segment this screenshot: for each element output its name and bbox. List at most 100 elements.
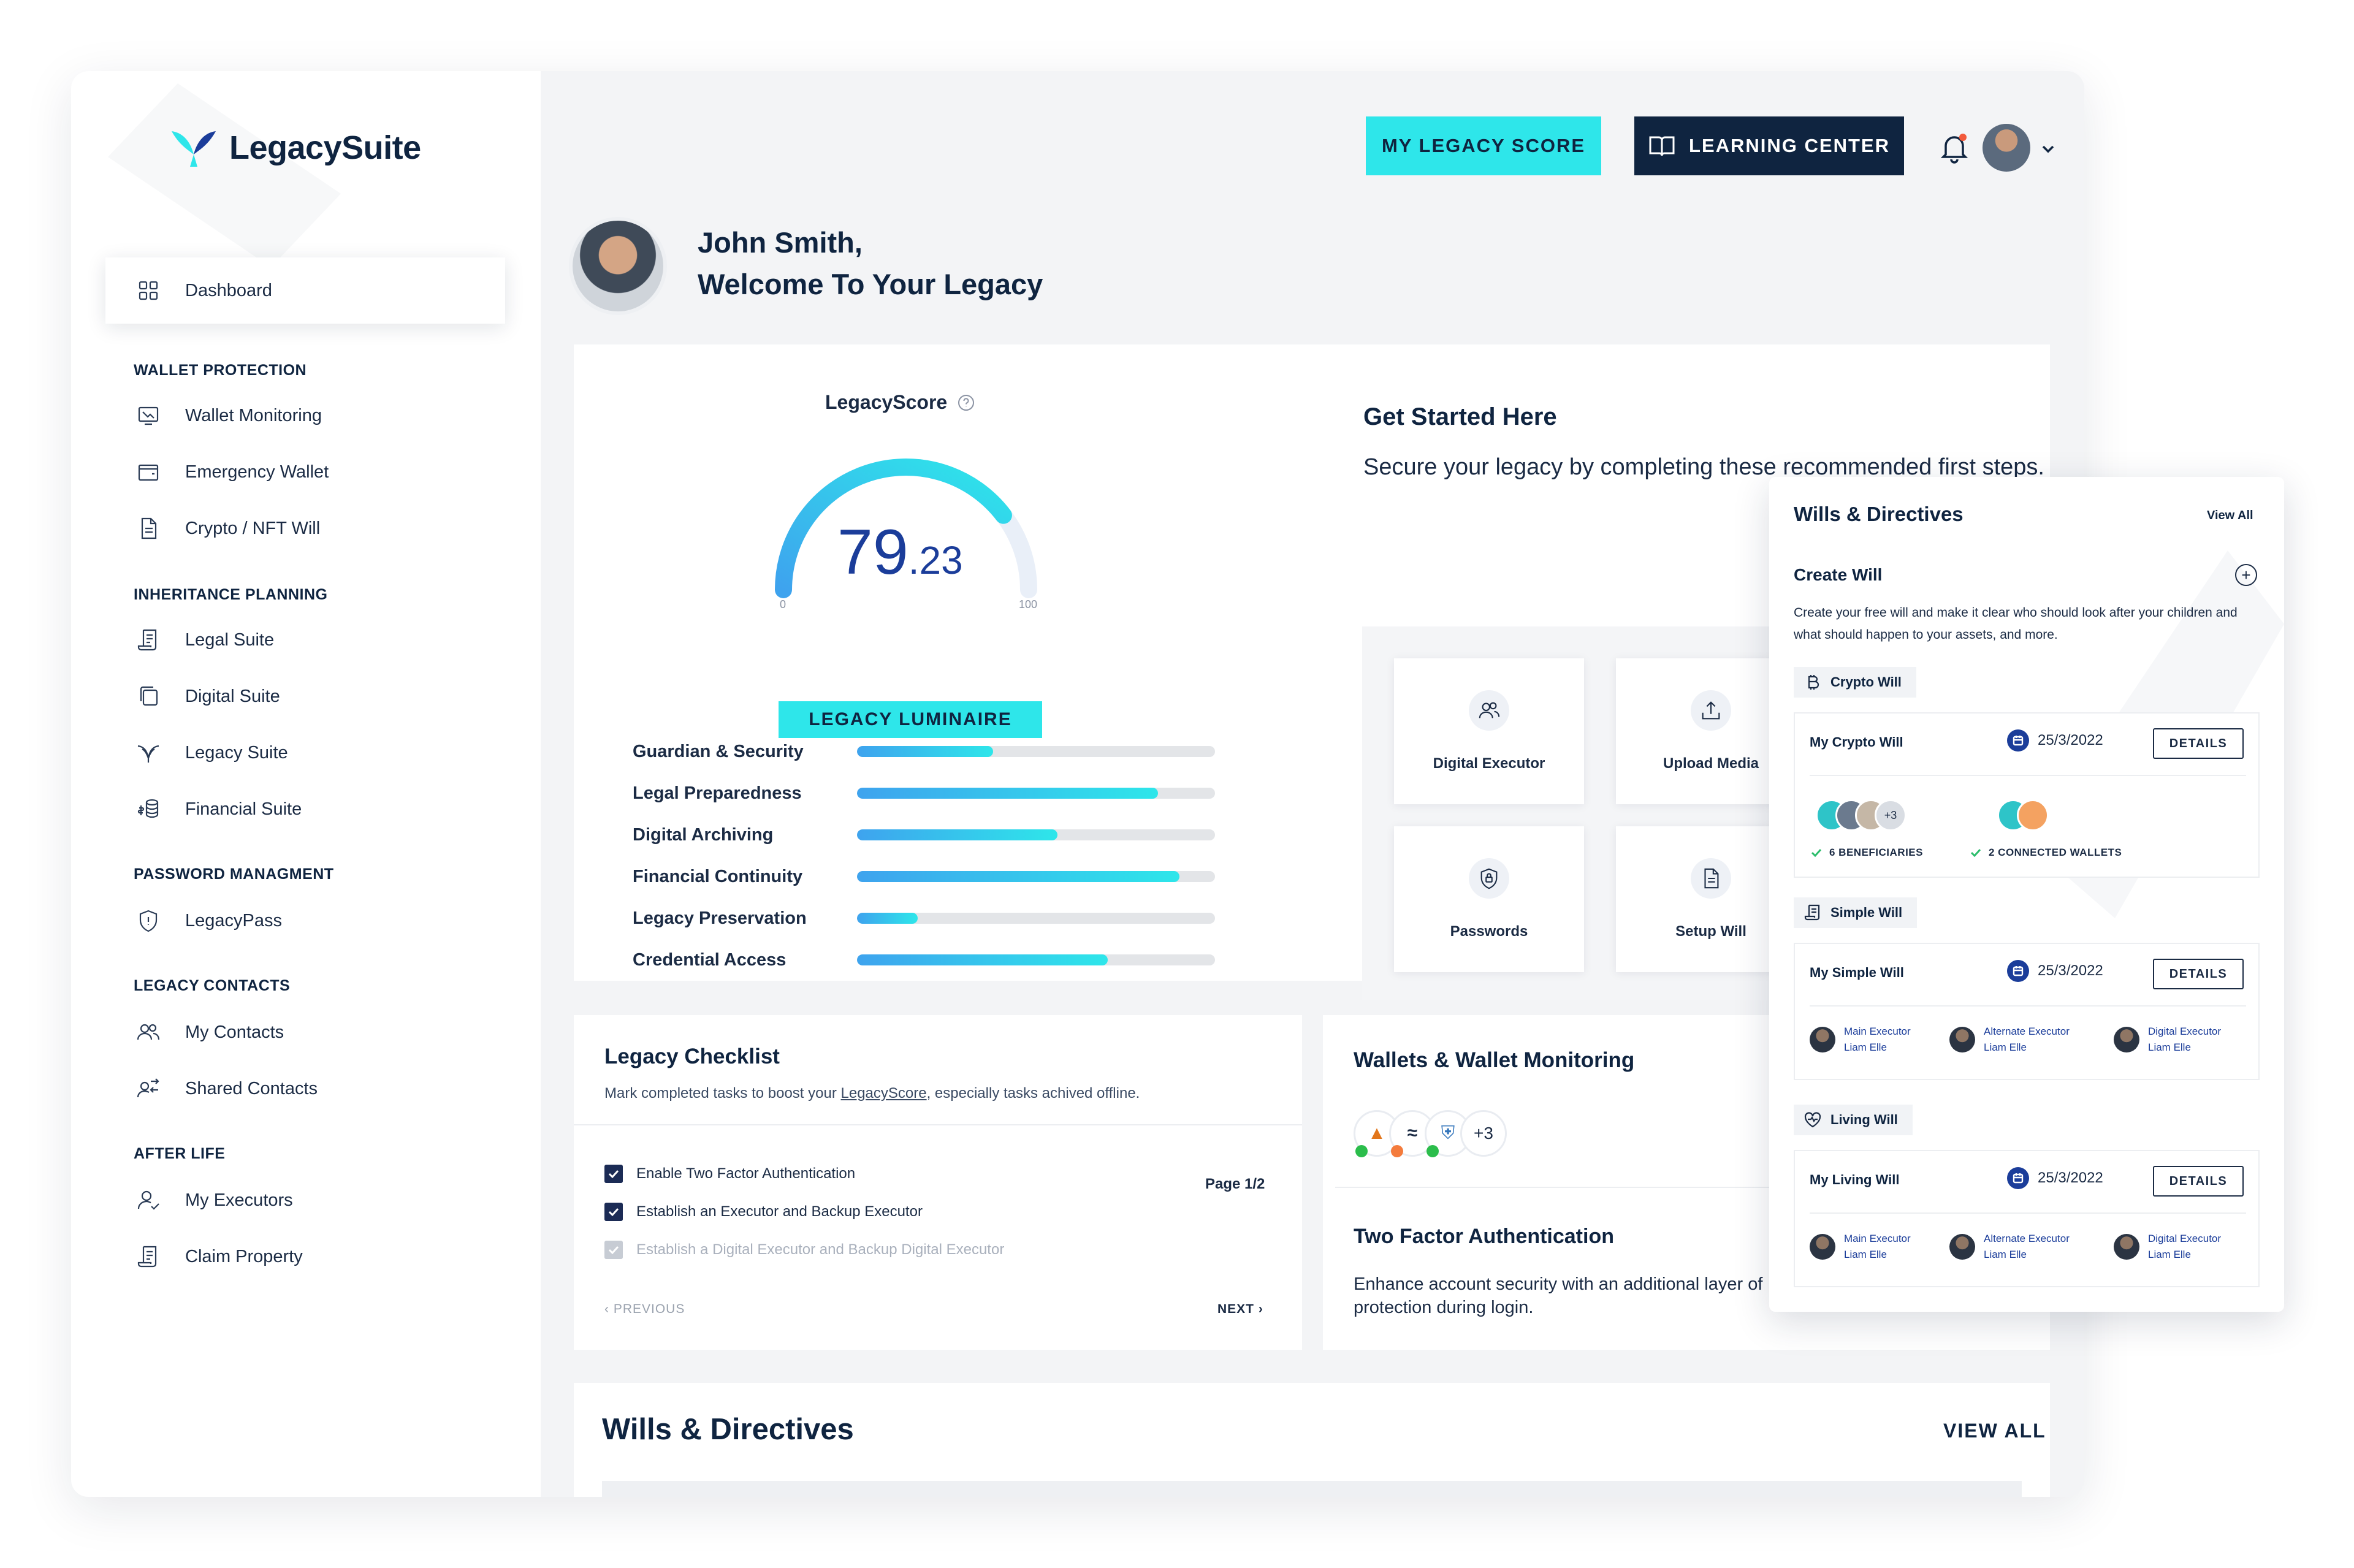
logo-icon — [172, 131, 216, 167]
beneficiary-avatars[interactable]: +3 — [1816, 799, 1906, 831]
sidebar-item-legacy-suite[interactable]: Legacy Suite — [136, 740, 288, 765]
legacy-score-gauge — [775, 459, 1037, 598]
will-date: 25/3/2022 — [2007, 960, 2103, 982]
monitor-icon — [136, 403, 161, 428]
sidebar-item-label: Legacy Suite — [185, 742, 288, 763]
metric-row: Legal Preparedness — [633, 781, 1215, 805]
previous-button[interactable]: ‹ PREVIOUS — [604, 1302, 685, 1316]
book-icon — [1649, 136, 1675, 156]
get-started-title: Get Started Here — [1363, 403, 1557, 430]
scroll-icon — [136, 628, 161, 652]
sidebar-item-my-executors[interactable]: My Executors — [136, 1188, 293, 1212]
wills-section-title: Wills & Directives — [602, 1413, 854, 1446]
sidebar-item-claim-property[interactable]: Claim Property — [136, 1244, 303, 1269]
user-check-icon — [136, 1188, 161, 1212]
sidebar-item-financial-suite[interactable]: Financial Suite — [136, 797, 302, 821]
sidebar-item-label: Crypto / NFT Will — [185, 518, 321, 538]
will-name: My Crypto Will — [1810, 734, 1903, 750]
executor-name: Liam Elle — [1844, 1041, 1887, 1053]
will-name: My Simple Will — [1810, 965, 1904, 980]
checkbox-checked[interactable] — [604, 1203, 623, 1221]
upload-icon — [1691, 690, 1731, 731]
get-started-subtitle: Secure your legacy by completing these r… — [1363, 454, 2044, 480]
executor-digital: Digital Executor Liam Elle — [2114, 1231, 2221, 1263]
metric-bar — [857, 913, 1215, 924]
connected-wallet-icons[interactable] — [1997, 799, 2049, 831]
avatar — [2114, 1234, 2139, 1260]
tile-digital-executor[interactable]: Digital Executor — [1394, 658, 1584, 804]
checklist-item[interactable]: Enable Two Factor Authentication — [604, 1165, 855, 1183]
avatar — [1810, 1234, 1835, 1260]
view-all-link[interactable]: VIEW ALL — [1943, 1420, 2046, 1442]
sidebar-item-label: Claim Property — [185, 1246, 303, 1266]
score-decimal: .23 — [908, 538, 963, 582]
wills-directives-panel: Wills & Directives View All Create Will … — [1769, 477, 2284, 1312]
bell-icon[interactable] — [1937, 130, 1971, 164]
executor-role: Alternate Executor — [1984, 1026, 2070, 1037]
sidebar-item-label: Financial Suite — [185, 799, 302, 819]
checklist-subtitle: Mark completed tasks to boost your Legac… — [604, 1085, 1140, 1102]
sidebar-section-title: PASSWORD MANAGMENT — [134, 866, 334, 883]
details-button[interactable]: DETAILS — [2153, 728, 2244, 759]
sidebar-item-label: Legal Suite — [185, 630, 275, 650]
sidebar-item-wallet-monitoring[interactable]: Wallet Monitoring — [136, 403, 322, 428]
tile-label: Upload Media — [1663, 755, 1759, 772]
brand-logo[interactable]: LegacySuite — [169, 126, 421, 169]
sidebar-item-dashboard[interactable]: Dashboard — [105, 257, 505, 324]
score-rank-badge: LEGACY LUMINAIRE — [779, 701, 1042, 738]
executor-alternate: Alternate Executor Liam Elle — [1949, 1024, 2070, 1056]
tile-label: Digital Executor — [1433, 755, 1545, 772]
sidebar-item-legal-suite[interactable]: Legal Suite — [136, 628, 274, 652]
more-beneficiaries-count: +3 — [1875, 799, 1906, 831]
legacy-score-label: LegacyScore — [825, 391, 948, 413]
legacy-score-link[interactable]: LegacyScore — [840, 1085, 927, 1102]
metric-label: Guardian & Security — [633, 741, 804, 761]
sidebar-item-shared-contacts[interactable]: Shared Contacts — [136, 1076, 318, 1101]
sidebar-item-crypto-nft-will[interactable]: Crypto / NFT Will — [136, 516, 320, 541]
add-will-button[interactable]: + — [2235, 564, 2257, 586]
sidebar-item-emergency-wallet[interactable]: Emergency Wallet — [136, 460, 329, 484]
user-avatar[interactable] — [1983, 124, 2030, 172]
chevron-down-icon[interactable] — [2039, 140, 2057, 158]
metric-label: Legacy Preservation — [633, 908, 807, 928]
executor-role: Main Executor — [1844, 1233, 1911, 1244]
learning-center-button[interactable]: LEARNING CENTER — [1634, 116, 1904, 175]
bitcoin-icon — [1808, 675, 1819, 690]
document-icon — [1691, 858, 1731, 899]
sidebar-item-legacypass[interactable]: LegacyPass — [136, 908, 282, 933]
checkbox-checked[interactable] — [604, 1165, 623, 1183]
sidebar-item-label: Dashboard — [185, 280, 272, 300]
details-button[interactable]: DETAILS — [2153, 959, 2244, 989]
wallet-icon-stack[interactable]: ▲ ≈ ⛨ +3 — [1354, 1106, 1507, 1161]
help-icon[interactable] — [957, 394, 975, 412]
metric-bar-fill — [857, 871, 1179, 882]
checklist-item[interactable]: Establish an Executor and Backup Executo… — [604, 1203, 923, 1221]
sidebar-item-digital-suite[interactable]: Digital Suite — [136, 684, 280, 709]
my-legacy-score-button[interactable]: MY LEGACY SCORE — [1366, 116, 1601, 175]
living-will-tag: Living Will — [1794, 1105, 1913, 1135]
metric-bar-fill — [857, 829, 1058, 840]
scroll-icon — [136, 1244, 161, 1269]
checklist-subtitle-text: , especially tasks achived offline. — [926, 1085, 1140, 1102]
checklist-item[interactable]: Establish a Digital Executor and Backup … — [604, 1241, 1004, 1259]
check-icon — [1970, 848, 1981, 858]
users-icon — [136, 1020, 161, 1045]
avatar — [1949, 1234, 1975, 1260]
next-button[interactable]: NEXT › — [1217, 1302, 1263, 1316]
tile-passwords[interactable]: Passwords — [1394, 826, 1584, 972]
copy-icon — [136, 684, 161, 709]
wallet-icon — [136, 460, 161, 484]
checklist-title: Legacy Checklist — [604, 1045, 780, 1068]
will-date-text: 25/3/2022 — [2038, 962, 2103, 979]
checkbox-unchecked[interactable] — [604, 1241, 623, 1259]
sidebar-item-my-contacts[interactable]: My Contacts — [136, 1020, 284, 1045]
sidebar-item-label: Emergency Wallet — [185, 462, 329, 482]
legacy-score-value: 79.23 — [837, 516, 963, 589]
metric-label: Digital Archiving — [633, 824, 774, 845]
metric-bar — [857, 788, 1215, 799]
panel-view-all-link[interactable]: View All — [2207, 509, 2253, 522]
beneficiaries-count: 6 BENEFICIARIES — [1810, 846, 1923, 859]
details-button[interactable]: DETAILS — [2153, 1166, 2244, 1197]
metric-row: Financial Continuity — [633, 864, 1215, 889]
executor-name: Liam Elle — [2148, 1041, 2191, 1053]
